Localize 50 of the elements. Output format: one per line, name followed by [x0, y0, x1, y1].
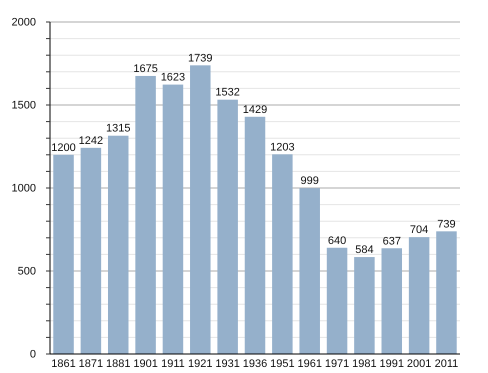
- x-tick-label: 1961: [297, 358, 322, 370]
- x-tick-label: 1971: [324, 358, 350, 370]
- bar: [53, 154, 74, 354]
- x-tick-label: 1931: [215, 358, 240, 370]
- data-label: 1200: [51, 142, 76, 154]
- x-tick-label: 1991: [380, 358, 404, 370]
- data-label: 1532: [215, 86, 240, 99]
- y-tick-label: 500: [18, 266, 36, 278]
- y-tick-label: 1000: [12, 182, 36, 195]
- data-label: 637: [382, 235, 401, 248]
- data-label: 999: [300, 175, 319, 188]
- bar: [135, 76, 156, 354]
- data-label: 1242: [78, 134, 104, 147]
- x-tick-label: 1981: [352, 358, 377, 370]
- bar: [272, 154, 293, 354]
- y-tick-label: 1500: [12, 100, 36, 112]
- x-tick-label: 1871: [78, 358, 104, 370]
- y-tick-label: 2000: [12, 16, 36, 29]
- bar: [190, 65, 211, 354]
- y-tick-label: 0: [30, 348, 36, 361]
- bar: [326, 248, 348, 354]
- x-tick-label: 1921: [188, 358, 213, 370]
- data-label: 739: [437, 218, 456, 230]
- data-label: 1203: [270, 141, 295, 154]
- data-label: 704: [410, 224, 428, 236]
- x-tick-label: 1911: [161, 358, 185, 370]
- bar: [244, 116, 266, 354]
- x-tick-label: 1861: [51, 358, 76, 370]
- bar: [299, 188, 320, 354]
- bar: [436, 231, 457, 354]
- x-tick-label: 1881: [106, 358, 130, 370]
- bar: [108, 136, 128, 354]
- bar: [162, 84, 184, 354]
- data-label: 584: [355, 244, 374, 256]
- bar: [408, 237, 430, 354]
- data-label: 1739: [188, 52, 213, 64]
- data-label: 640: [328, 234, 346, 247]
- bar: [382, 248, 402, 354]
- bar: [80, 148, 102, 354]
- bar: [217, 100, 238, 354]
- x-tick-label: 2011: [434, 358, 458, 370]
- data-label: 1623: [160, 72, 186, 84]
- data-label: 1315: [106, 122, 130, 135]
- data-label: 1675: [133, 62, 158, 75]
- data-label: 1429: [242, 104, 268, 116]
- x-tick-label: 2001: [406, 358, 432, 370]
- bar: [354, 257, 375, 354]
- x-tick-label: 1901: [133, 358, 158, 370]
- x-tick-label: 1951: [270, 358, 295, 370]
- x-tick-label: 1936: [242, 358, 268, 370]
